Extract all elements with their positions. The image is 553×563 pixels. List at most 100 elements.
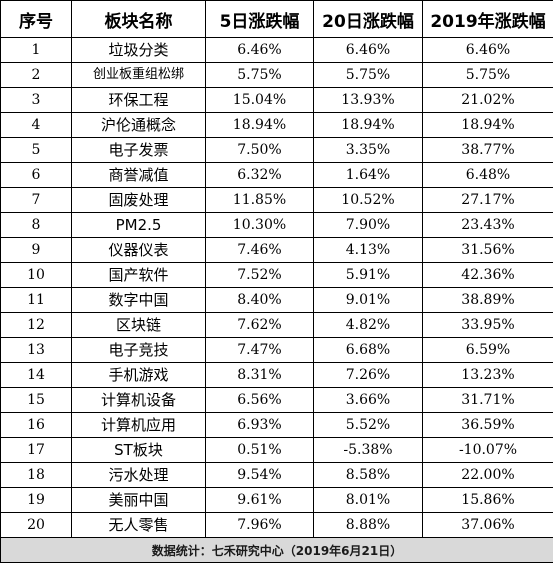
change-2019-cell: 37.06%	[423, 513, 553, 538]
change-5day-cell: 8.40%	[206, 288, 314, 313]
change-5day-cell: 7.50%	[206, 138, 314, 163]
change-2019-cell: 6.59%	[423, 338, 553, 363]
change-5day-cell: 7.96%	[206, 513, 314, 538]
sector-name-cell: 无人零售	[72, 513, 206, 538]
change-20day-cell: 9.01%	[314, 288, 423, 313]
change-20day-cell: 8.58%	[314, 463, 423, 488]
footer-row: 数据统计：七禾研究中心（2019年6月21日）	[1, 538, 553, 563]
row-index-cell: 17	[1, 438, 72, 463]
change-5day-cell: 9.61%	[206, 488, 314, 513]
sector-name-cell: ST板块	[72, 438, 206, 463]
change-5day-cell: 7.52%	[206, 263, 314, 288]
row-index-cell: 18	[1, 463, 72, 488]
change-20day-cell: 6.46%	[314, 38, 423, 63]
row-index-cell: 10	[1, 263, 72, 288]
row-index-cell: 8	[1, 213, 72, 238]
header-index: 序号	[1, 1, 72, 38]
row-index-cell: 1	[1, 38, 72, 63]
change-20day-cell: 5.91%	[314, 263, 423, 288]
change-2019-cell: 31.56%	[423, 238, 553, 263]
change-5day-cell: 6.46%	[206, 38, 314, 63]
sector-name-cell: 数字中国	[72, 288, 206, 313]
sector-name-cell: 商誉减值	[72, 163, 206, 188]
row-index-cell: 20	[1, 513, 72, 538]
change-5day-cell: 5.75%	[206, 63, 314, 88]
change-5day-cell: 11.85%	[206, 188, 314, 213]
data-source-note: 数据统计：七禾研究中心（2019年6月21日）	[1, 538, 553, 563]
change-2019-cell: 6.48%	[423, 163, 553, 188]
change-5day-cell: 6.56%	[206, 388, 314, 413]
change-2019-cell: 36.59%	[423, 413, 553, 438]
row-index-cell: 9	[1, 238, 72, 263]
row-index-cell: 2	[1, 63, 72, 88]
row-index-cell: 6	[1, 163, 72, 188]
change-2019-cell: 22.00%	[423, 463, 553, 488]
sector-name-cell: 电子发票	[72, 138, 206, 163]
header-sector-name: 板块名称	[72, 1, 206, 38]
change-2019-cell: 38.89%	[423, 288, 553, 313]
change-2019-cell: 21.02%	[423, 88, 553, 113]
sector-name-cell: 区块链	[72, 313, 206, 338]
sector-name-cell: 计算机应用	[72, 413, 206, 438]
sector-name-cell: PM2.5	[72, 213, 206, 238]
change-2019-cell: 13.23%	[423, 363, 553, 388]
sector-name-cell: 美丽中国	[72, 488, 206, 513]
change-20day-cell: 10.52%	[314, 188, 423, 213]
row-index-cell: 19	[1, 488, 72, 513]
change-2019-cell: 5.75%	[423, 63, 553, 88]
change-2019-cell: 31.71%	[423, 388, 553, 413]
change-2019-cell: -10.07%	[423, 438, 553, 463]
sector-name-cell: 环保工程	[72, 88, 206, 113]
change-5day-cell: 7.62%	[206, 313, 314, 338]
change-20day-cell: 1.64%	[314, 163, 423, 188]
change-2019-cell: 42.36%	[423, 263, 553, 288]
change-20day-cell: 8.88%	[314, 513, 423, 538]
row-index-cell: 7	[1, 188, 72, 213]
header-20day-change: 20日涨跌幅	[314, 1, 423, 38]
sector-name-cell: 固废处理	[72, 188, 206, 213]
change-2019-cell: 15.86%	[423, 488, 553, 513]
row-index-cell: 15	[1, 388, 72, 413]
change-20day-cell: 6.68%	[314, 338, 423, 363]
change-5day-cell: 10.30%	[206, 213, 314, 238]
change-2019-cell: 33.95%	[423, 313, 553, 338]
row-index-cell: 16	[1, 413, 72, 438]
change-20day-cell: 4.13%	[314, 238, 423, 263]
change-2019-cell: 18.94%	[423, 113, 553, 138]
change-5day-cell: 8.31%	[206, 363, 314, 388]
row-index-cell: 11	[1, 288, 72, 313]
sector-name-cell: 电子竞技	[72, 338, 206, 363]
change-20day-cell: 3.66%	[314, 388, 423, 413]
change-5day-cell: 7.46%	[206, 238, 314, 263]
sector-name-cell: 创业板重组松绑	[72, 63, 206, 88]
sector-name-cell: 国产软件	[72, 263, 206, 288]
change-20day-cell: 7.26%	[314, 363, 423, 388]
change-20day-cell: 13.93%	[314, 88, 423, 113]
change-5day-cell: 0.51%	[206, 438, 314, 463]
change-5day-cell: 7.47%	[206, 338, 314, 363]
change-2019-cell: 6.46%	[423, 38, 553, 63]
row-index-cell: 12	[1, 313, 72, 338]
change-20day-cell: -5.38%	[314, 438, 423, 463]
row-index-cell: 13	[1, 338, 72, 363]
